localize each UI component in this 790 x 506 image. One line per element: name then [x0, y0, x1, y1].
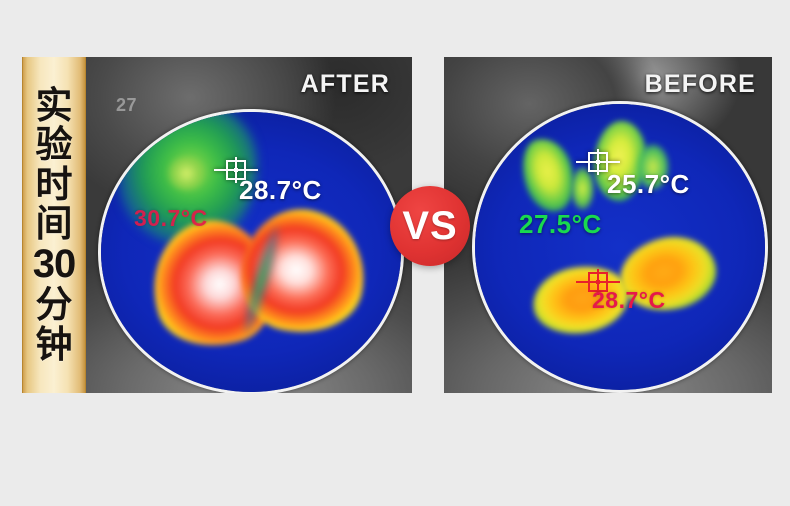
- crosshair-center-dot: [234, 168, 238, 172]
- thermal-blob-green-spot: [167, 156, 206, 191]
- banner-char-7: 钟: [35, 322, 73, 366]
- temperature-reading-28-7: 28.7°C: [239, 175, 322, 205]
- thermal-blob-toe-small-2: [637, 144, 670, 190]
- temperature-reading-30-7: 30.7°C: [134, 205, 208, 231]
- crosshair-marker-icon: [576, 149, 620, 175]
- temperature-reading-28-7-before: 28.7°C: [592, 287, 666, 313]
- crosshair-center-dot: [596, 280, 600, 284]
- banner-character-column: 实 验 时 间 30 分 钟: [33, 86, 76, 364]
- thermal-map-before: [472, 101, 768, 393]
- crosshair-center-dot: [596, 160, 600, 164]
- banner-char-6: 分: [35, 283, 73, 327]
- crosshair-box: [588, 152, 608, 172]
- banner-number-30: 30: [32, 242, 76, 287]
- faint-temp-reading-after: 27: [116, 95, 138, 115]
- panel-title-after: AFTER: [300, 70, 390, 98]
- banner-char-1: 实: [35, 84, 73, 128]
- experiment-duration-banner: 实 验 时 间 30 分 钟: [22, 57, 86, 393]
- crosshair-marker-icon: [214, 157, 258, 183]
- temperature-reading-27-5: 27.5°C: [519, 209, 602, 239]
- vs-badge: VS: [390, 186, 470, 266]
- banner-char-4: 间: [35, 201, 73, 245]
- panel-title-before: BEFORE: [644, 70, 756, 98]
- temperature-reading-25-7: 25.7°C: [607, 169, 690, 199]
- thermal-map-after: [98, 109, 404, 393]
- crosshair-box: [226, 160, 246, 180]
- thermal-panel-before: 25.7°C 27.5°C 28.7°C BEFORE: [444, 57, 772, 393]
- vs-badge-label: VS: [402, 204, 458, 248]
- banner-char-2: 验: [35, 123, 73, 167]
- crosshair-marker-red-icon: [576, 269, 620, 295]
- thermal-panel-after: 27 28.7°C 30.7°C AFTER: [86, 57, 412, 393]
- banner-char-3: 时: [35, 162, 73, 206]
- thermal-blob-toe-small-1: [570, 166, 594, 210]
- crosshair-box: [588, 272, 608, 292]
